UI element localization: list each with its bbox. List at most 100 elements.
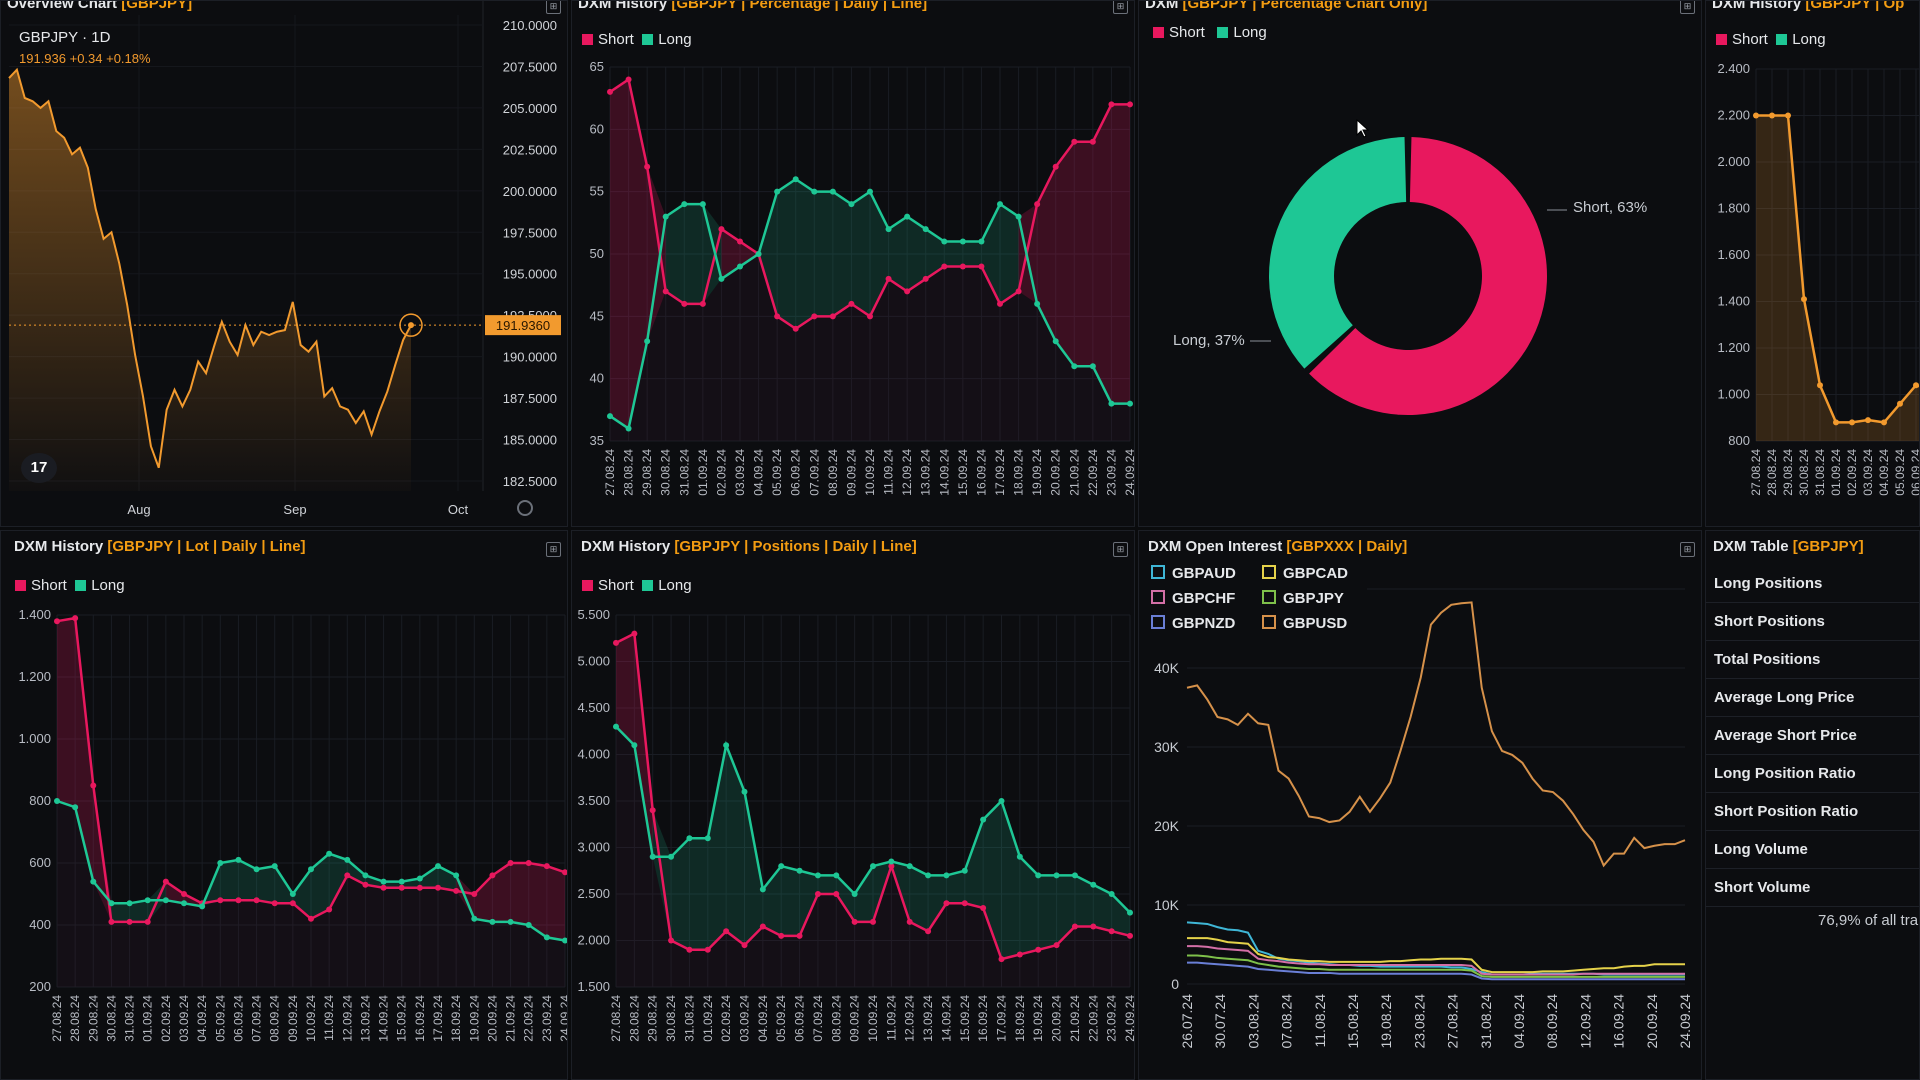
positions-line-chart[interactable]: 1.500 2.000 2.500 3.000 3.500 4.000 4.500 5.000… <box>572 531 1135 1080</box>
legend-short[interactable]: Short <box>1169 24 1205 41</box>
x-tick-label: 04.09.24 <box>1511 994 1527 1049</box>
x-tick-label: 24.09.24 <box>558 995 568 1042</box>
table-row: Short Positions <box>1706 605 1919 641</box>
y-tick-label: 400 <box>29 917 51 932</box>
chart-legend: Short Long <box>1153 24 1267 41</box>
legend-short[interactable]: Short <box>598 31 634 48</box>
data-point-long <box>925 872 932 879</box>
band-fill <box>647 166 666 342</box>
data-point-long <box>1089 363 1096 370</box>
data-point-short <box>126 918 133 925</box>
expand-icon[interactable]: ⊞ <box>1113 1 1128 14</box>
data-point-short <box>649 807 656 814</box>
data-point-long <box>943 872 950 879</box>
data-point-long <box>253 866 260 873</box>
expand-icon[interactable]: ⊞ <box>546 1 561 14</box>
x-tick-label: 04.09.24 <box>1877 449 1891 496</box>
data-point-long <box>681 201 688 208</box>
x-tick-label: 30.07.24 <box>1212 994 1228 1049</box>
band-fill <box>628 79 648 429</box>
x-tick-label: 08.09.24 <box>1544 994 1560 1049</box>
band-fill <box>1000 204 1019 304</box>
x-tick-label: 09.09.24 <box>844 449 858 496</box>
band-fill <box>781 866 800 936</box>
y-tick-label: 40 <box>590 371 604 386</box>
history-right-chart[interactable]: 800 1.000 1.200 1.400 1.600 1.800 2.000 2.200 2.… <box>1706 1 1920 527</box>
legend-short-swatch <box>582 34 593 45</box>
history-lot-panel: DXM History [GBPJPY | Lot | Daily | Line… <box>0 530 568 1080</box>
legend-short[interactable]: Short <box>1732 31 1768 48</box>
data-point-short <box>1881 419 1887 426</box>
expand-icon[interactable]: ⊞ <box>546 542 561 557</box>
legend-short[interactable]: Short <box>598 577 634 594</box>
legend-long[interactable]: Long <box>91 577 125 594</box>
data-point-short <box>870 918 876 925</box>
x-tick-label: 06.09.24 <box>793 995 807 1042</box>
band-fill <box>707 745 727 950</box>
data-point-short <box>416 884 423 891</box>
donut-chart[interactable] <box>1139 1 1702 527</box>
x-tick-label: 06.09.24 <box>789 449 803 496</box>
x-tick-label: 06.09.24 <box>231 995 245 1042</box>
y-tick-label: 4.000 <box>577 747 610 762</box>
data-point-long <box>922 226 929 233</box>
data-point-short <box>308 915 314 922</box>
data-point-short <box>980 904 987 911</box>
legend-item-gbpnzd[interactable]: GBPNZD <box>1151 615 1235 632</box>
expand-icon[interactable]: ⊞ <box>1680 1 1695 14</box>
data-point-short <box>326 906 333 913</box>
lot-line-chart[interactable]: 200 400 600 800 1.000 1.200 1.400 27.08.24 28.08… <box>1 531 568 1080</box>
overview-area-chart[interactable]: 210.0000 207.5000 205.0000 202.5000 200.0000… <box>1 1 568 527</box>
data-point-short <box>1016 951 1023 958</box>
data-point-long <box>625 425 632 432</box>
legend-long[interactable]: Long <box>1233 24 1267 41</box>
data-point-long <box>848 201 855 208</box>
data-point-short <box>737 238 743 245</box>
x-tick-label: 12.09.24 <box>900 449 914 496</box>
tradingview-logo-icon[interactable]: 17 <box>21 453 57 483</box>
data-point-short <box>489 872 496 879</box>
band-fill <box>854 866 873 922</box>
x-tick-label: 11.09.24 <box>884 995 898 1041</box>
expand-icon[interactable]: ⊞ <box>1113 542 1128 557</box>
data-point-short <box>108 918 115 925</box>
x-tick-label: 21.09.24 <box>1068 995 1082 1042</box>
chart-legend: Short Long <box>582 31 692 48</box>
under-fill <box>616 726 1130 987</box>
data-point-long <box>1053 872 1060 879</box>
legend-item-gbpusd[interactable]: GBPUSD <box>1262 615 1347 632</box>
data-point-long <box>1127 400 1133 407</box>
data-point-short <box>625 76 632 83</box>
legend-item-gbpaud[interactable]: GBPAUD <box>1151 565 1236 582</box>
x-tick-label: 24.09.24 <box>1123 449 1135 496</box>
legend-item-gbpcad[interactable]: GBPCAD <box>1262 565 1348 582</box>
data-point-long <box>471 915 478 922</box>
data-point-short <box>54 618 60 625</box>
legend-short[interactable]: Short <box>31 577 67 594</box>
data-point-long <box>649 853 656 860</box>
gear-icon[interactable] <box>517 500 533 516</box>
y-tick-label: 1.500 <box>577 979 610 994</box>
x-tick-label: 02.09.24 <box>159 995 173 1042</box>
data-point-short <box>398 884 405 891</box>
data-point-long <box>489 918 496 925</box>
data-point-short <box>978 263 985 270</box>
x-tick-label: 12.09.24 <box>340 995 354 1042</box>
data-point-long <box>796 867 803 874</box>
band-fill <box>925 229 945 279</box>
expand-icon[interactable]: ⊞ <box>1680 542 1695 557</box>
percentage-line-chart[interactable]: 35 40 45 50 55 60 65 27.08.24 28.08.24 29.08.24 30… <box>572 1 1135 527</box>
x-tick-label: 01.09.24 <box>141 995 155 1042</box>
data-point-long <box>1071 872 1078 879</box>
data-point-long <box>723 742 730 749</box>
x-tick-label: 02.09.24 <box>714 449 728 496</box>
x-tick-label: 30.08.24 <box>1797 449 1811 496</box>
legend-item-gbpchf[interactable]: GBPCHF <box>1151 590 1235 607</box>
data-point-short <box>1127 101 1133 108</box>
legend-long[interactable]: Long <box>1792 31 1826 48</box>
legend-item-gbpjpy[interactable]: GBPJPY <box>1262 590 1344 607</box>
data-point-long <box>792 176 799 183</box>
table-row: Short Position Ratio <box>1706 795 1919 831</box>
legend-long[interactable]: Long <box>658 31 692 48</box>
legend-long[interactable]: Long <box>658 577 692 594</box>
